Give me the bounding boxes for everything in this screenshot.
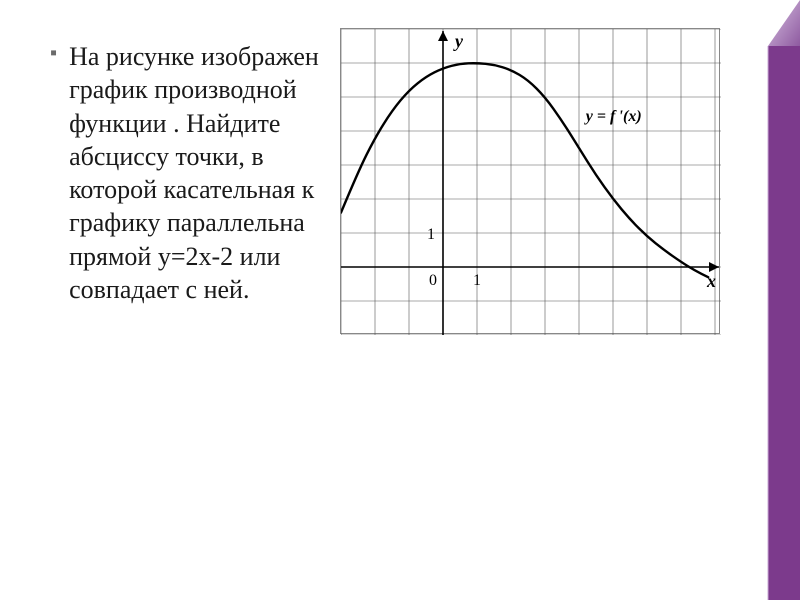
chart-column: y x 0 1 1 y = f '(x) (340, 0, 800, 600)
chart-svg: y x 0 1 1 y = f '(x) (341, 29, 721, 335)
svg-text:y: y (453, 31, 464, 51)
svg-text:x: x (706, 271, 716, 291)
svg-text:1: 1 (473, 272, 481, 289)
bullet-marker: ▪ (50, 40, 57, 66)
svg-text:0: 0 (429, 272, 437, 289)
derivative-chart: y x 0 1 1 y = f '(x) (340, 28, 720, 334)
bullet-item: ▪ На рисунке изображен график производно… (50, 40, 330, 306)
svg-text:1: 1 (427, 226, 435, 243)
text-column: ▪ На рисунке изображен график производно… (0, 0, 340, 600)
svg-text:y = f '(x): y = f '(x) (584, 108, 642, 125)
problem-text: На рисунке изображен график производной … (69, 40, 330, 306)
